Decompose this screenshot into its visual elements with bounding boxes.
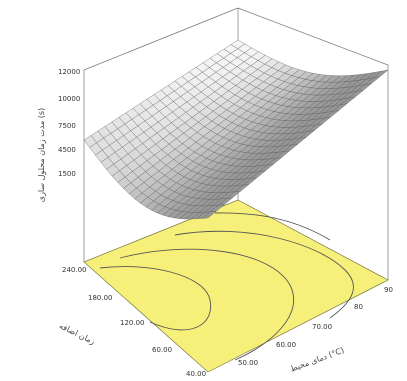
- back-left-top-edge: [83, 7, 239, 71]
- y-tick-1: 90: [384, 286, 393, 294]
- x-axis-ticks: 240.00 180.00 120.00 60.00 40.00: [62, 266, 206, 378]
- contour-line-4: [214, 212, 331, 241]
- z-tick-1: 12000: [58, 68, 80, 76]
- z-axis-ticks: 12000 10000 7500 4500 1500: [58, 68, 80, 178]
- contour-floor: [83, 199, 389, 373]
- x-tick-2: 180.00: [88, 294, 113, 302]
- back-right-top-edge: [237, 7, 389, 66]
- response-surface: [83, 39, 389, 220]
- x-axis-label: زمان اضافه: [58, 321, 97, 346]
- x-tick-3: 120.00: [120, 319, 145, 327]
- x-tick-5: 40.00: [186, 370, 206, 378]
- z-tick-2: 10000: [58, 95, 80, 103]
- y-axis-label: دمای محیط (°C): [289, 346, 346, 374]
- contour-line-2: [119, 248, 294, 361]
- y-tick-4: 60.00: [276, 341, 296, 349]
- contour-line-1: [99, 266, 212, 331]
- y-tick-5: 50.00: [238, 359, 258, 367]
- z-tick-4: 4500: [58, 146, 76, 154]
- y-tick-2: 80: [354, 303, 363, 311]
- z-tick-5: 1500: [58, 170, 76, 178]
- floor-plane: [83, 199, 389, 373]
- contour-line-3: [174, 230, 354, 319]
- z-axis-label: مدت زمان محلول سازی (s): [37, 108, 46, 202]
- z-tick-3: 7500: [58, 122, 76, 130]
- y-tick-3: 70.00: [312, 323, 332, 331]
- y-axis-ticks: 90 80 70.00 60.00 50.00: [238, 286, 393, 367]
- x-tick-1: 240.00: [62, 266, 87, 274]
- surface-facet: [372, 69, 389, 79]
- x-tick-4: 60.00: [152, 346, 172, 354]
